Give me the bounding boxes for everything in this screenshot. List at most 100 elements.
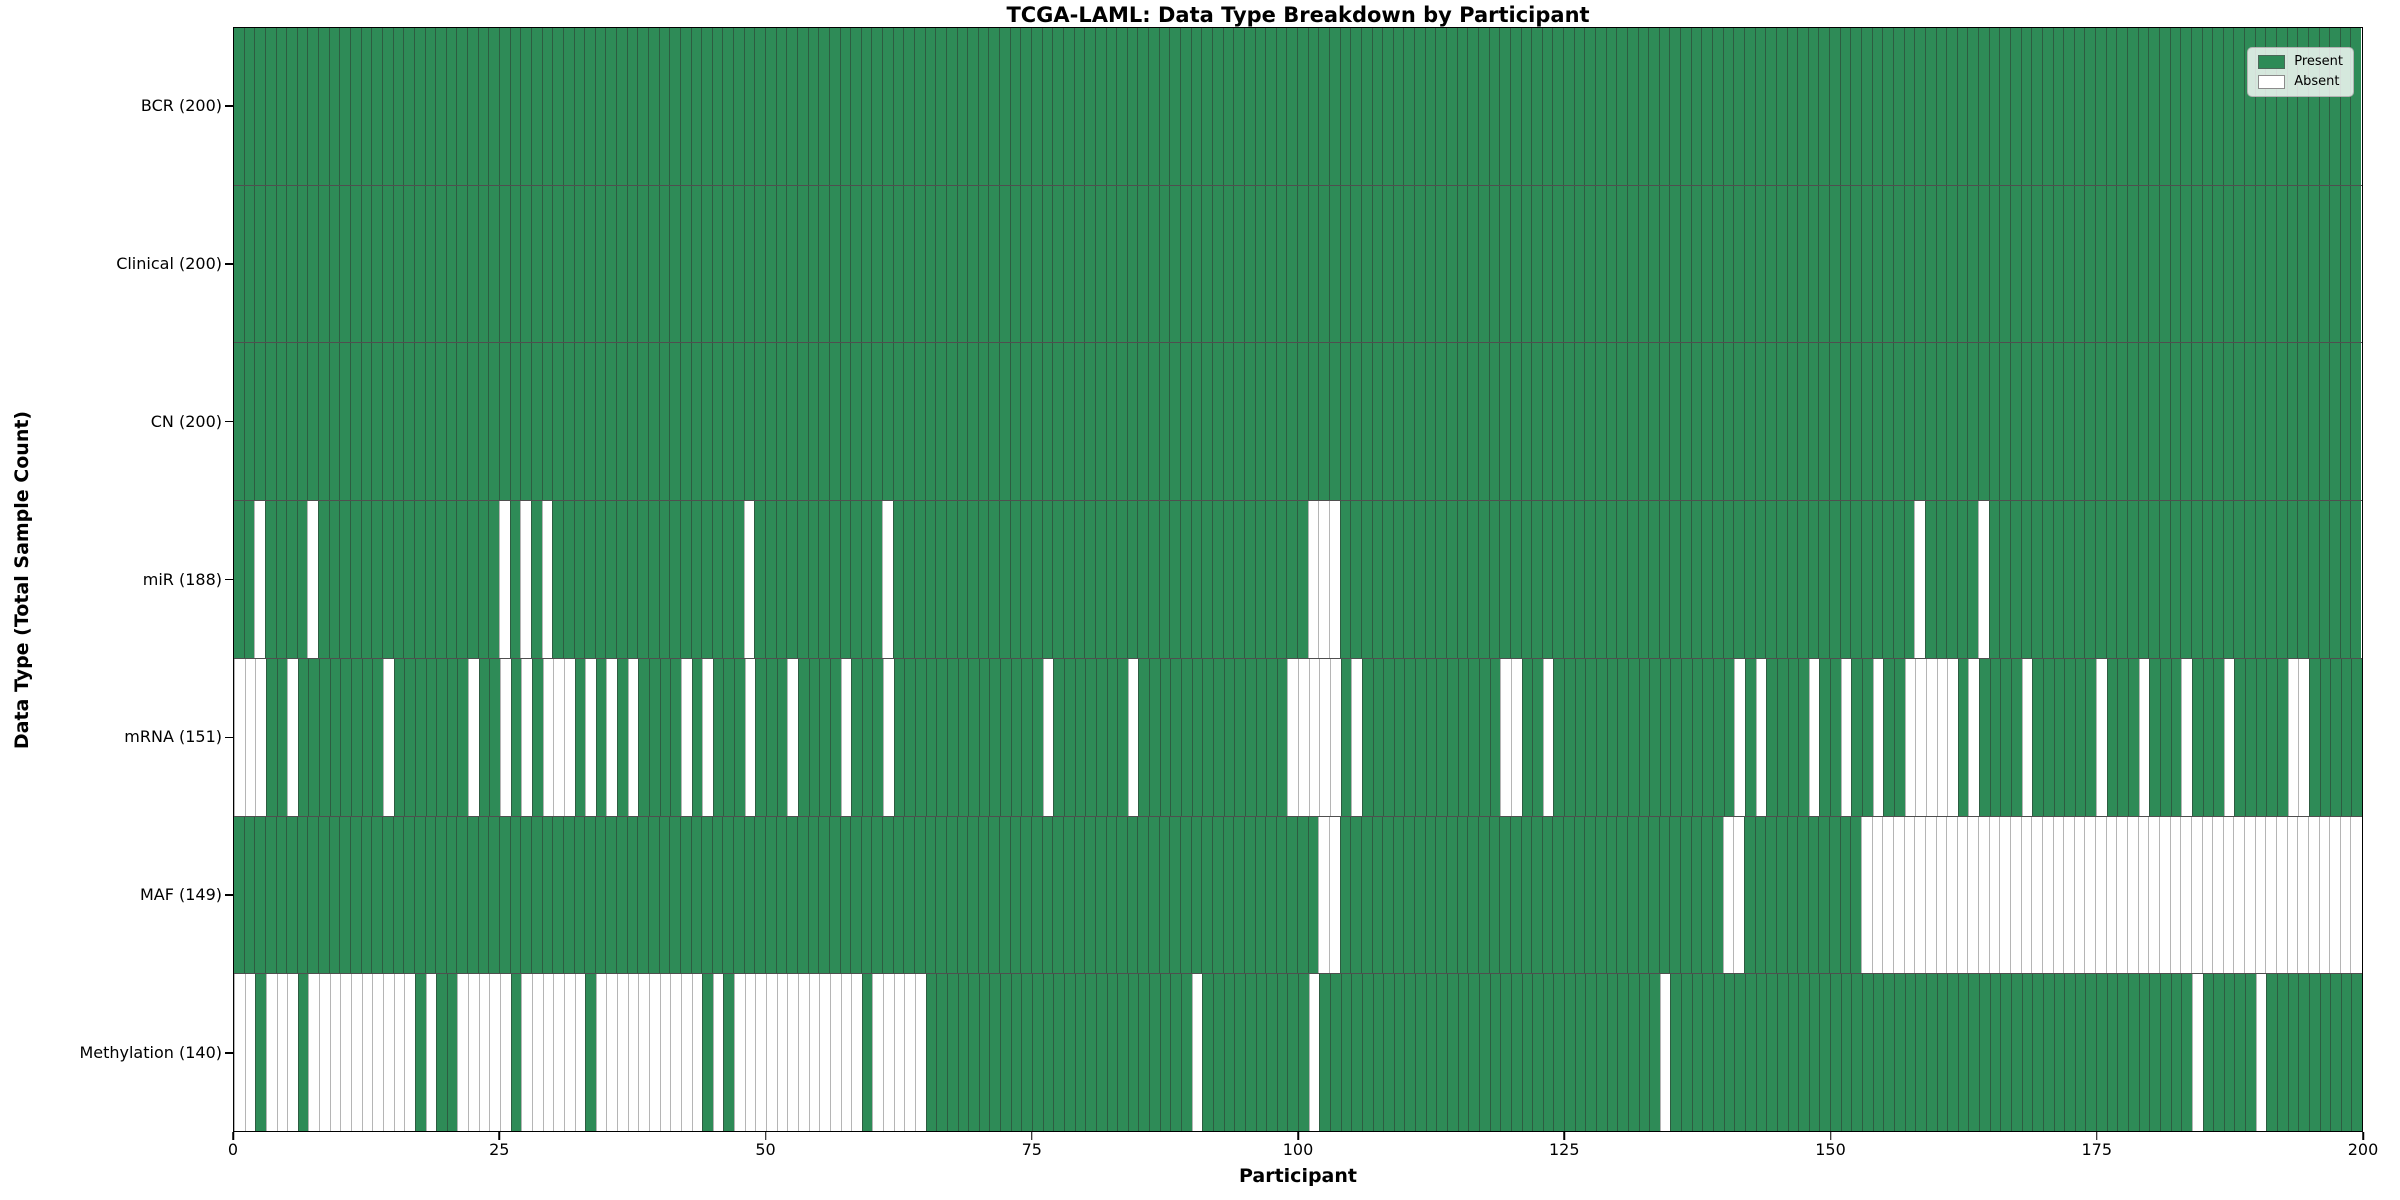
heatmap-cell <box>1233 343 1244 501</box>
heatmap-cell <box>1329 658 1341 816</box>
heatmap-cell <box>2063 185 2074 343</box>
heatmap-cell <box>1903 501 1915 658</box>
heatmap-cell <box>1435 28 1447 185</box>
heatmap-cell <box>925 974 937 1132</box>
heatmap-cell <box>2223 974 2235 1132</box>
heatmap-cell <box>435 501 446 658</box>
heatmap-cell <box>413 343 425 501</box>
heatmap-cell <box>1713 974 1724 1132</box>
heatmap-cell <box>573 343 585 501</box>
heatmap-cell <box>1328 343 1340 501</box>
heatmap-cell <box>1605 816 1617 974</box>
heatmap-cell <box>679 28 691 185</box>
heatmap-cell <box>2020 816 2032 974</box>
heatmap-cell <box>2041 343 2053 501</box>
heatmap-cell <box>509 343 521 501</box>
heatmap-cell <box>414 658 426 816</box>
heatmap-cell <box>1318 816 1329 974</box>
y-tick-label: mRNA (151) <box>124 727 222 747</box>
heatmap-cell <box>755 974 767 1132</box>
heatmap-cell <box>1254 816 1266 974</box>
heatmap-cell <box>1424 185 1436 343</box>
heatmap-cell <box>1573 501 1585 658</box>
heatmap-cell <box>382 974 394 1132</box>
heatmap-cell <box>1925 974 1937 1132</box>
heatmap-cell <box>1563 28 1574 185</box>
heatmap-cell <box>2009 816 2021 974</box>
heatmap-cell <box>915 658 926 816</box>
heatmap-cell <box>2318 28 2330 185</box>
heatmap-cell <box>404 974 415 1132</box>
heatmap-cell <box>1637 816 1649 974</box>
heatmap-cell <box>754 501 766 658</box>
heatmap-cell <box>2277 658 2288 816</box>
heatmap-cell <box>1372 658 1384 816</box>
heatmap-cell <box>1616 185 1627 343</box>
heatmap-cell <box>1702 658 1714 816</box>
heatmap-cell <box>2063 501 2074 658</box>
heatmap-cell <box>1786 185 1798 343</box>
heatmap-cell <box>1755 658 1767 816</box>
heatmap-cell <box>967 501 978 658</box>
heatmap-cell <box>1169 28 1181 185</box>
heatmap-cell <box>1073 28 1085 185</box>
heatmap-cell <box>530 343 542 501</box>
heatmap-cell <box>2212 501 2223 658</box>
heatmap-cell <box>711 816 723 974</box>
heatmap-cell <box>1499 28 1510 185</box>
heatmap-cell <box>553 974 564 1132</box>
heatmap-cell <box>403 343 414 501</box>
heatmap-cell <box>1786 343 1798 501</box>
heatmap-cell <box>2233 816 2245 974</box>
heatmap-cell <box>839 185 851 343</box>
heatmap-cell <box>1626 28 1638 185</box>
heatmap-cell <box>1680 501 1691 658</box>
heatmap-cell <box>2181 658 2192 816</box>
heatmap-cell <box>914 28 925 185</box>
heatmap-cell <box>286 343 297 501</box>
heatmap-cell <box>563 974 575 1132</box>
heatmap-cell <box>340 974 352 1132</box>
heatmap-cell <box>2190 816 2202 974</box>
heatmap-cell <box>1840 658 1852 816</box>
heatmap-cell <box>1424 816 1436 974</box>
heatmap-cell <box>1287 658 1299 816</box>
heatmap-cell <box>2084 185 2096 343</box>
heatmap-cell <box>1915 658 1926 816</box>
heatmap-cell <box>562 185 574 343</box>
heatmap-cell <box>1733 28 1744 185</box>
heatmap-cell <box>1713 658 1724 816</box>
heatmap-cell <box>2318 816 2330 974</box>
heatmap-cell <box>1892 343 1904 501</box>
heatmap-cell <box>296 501 308 658</box>
heatmap-cell <box>2105 816 2117 974</box>
heatmap-cell <box>2286 816 2298 974</box>
heatmap-cell <box>1723 658 1735 816</box>
heatmap-cell <box>989 658 1001 816</box>
heatmap-cell <box>594 816 606 974</box>
heatmap-cell <box>1648 816 1659 974</box>
heatmap-cell <box>1265 28 1276 185</box>
heatmap-cell <box>1009 343 1021 501</box>
heatmap-cell <box>287 974 298 1132</box>
heatmap-cell <box>754 816 766 974</box>
heatmap-cell <box>1851 974 1863 1132</box>
heatmap-cell <box>978 974 990 1132</box>
heatmap-cell <box>658 343 670 501</box>
heatmap-cell <box>1690 28 1702 185</box>
heatmap-cell <box>1776 974 1788 1132</box>
heatmap-cell <box>254 28 265 185</box>
heatmap-cell <box>541 185 553 343</box>
heatmap-cell <box>1861 28 1872 185</box>
heatmap-cell <box>711 185 723 343</box>
heatmap-cell <box>1765 28 1776 185</box>
heatmap-cell <box>424 816 436 974</box>
heatmap-cell <box>1127 658 1139 816</box>
heatmap-cell <box>1743 185 1755 343</box>
heatmap-cell <box>382 658 394 816</box>
legend: Present Absent <box>2247 47 2354 97</box>
heatmap-cell <box>1339 501 1351 658</box>
heatmap-cell <box>1351 974 1362 1132</box>
heatmap-cell <box>2213 658 2224 816</box>
heatmap-cell <box>585 658 596 816</box>
